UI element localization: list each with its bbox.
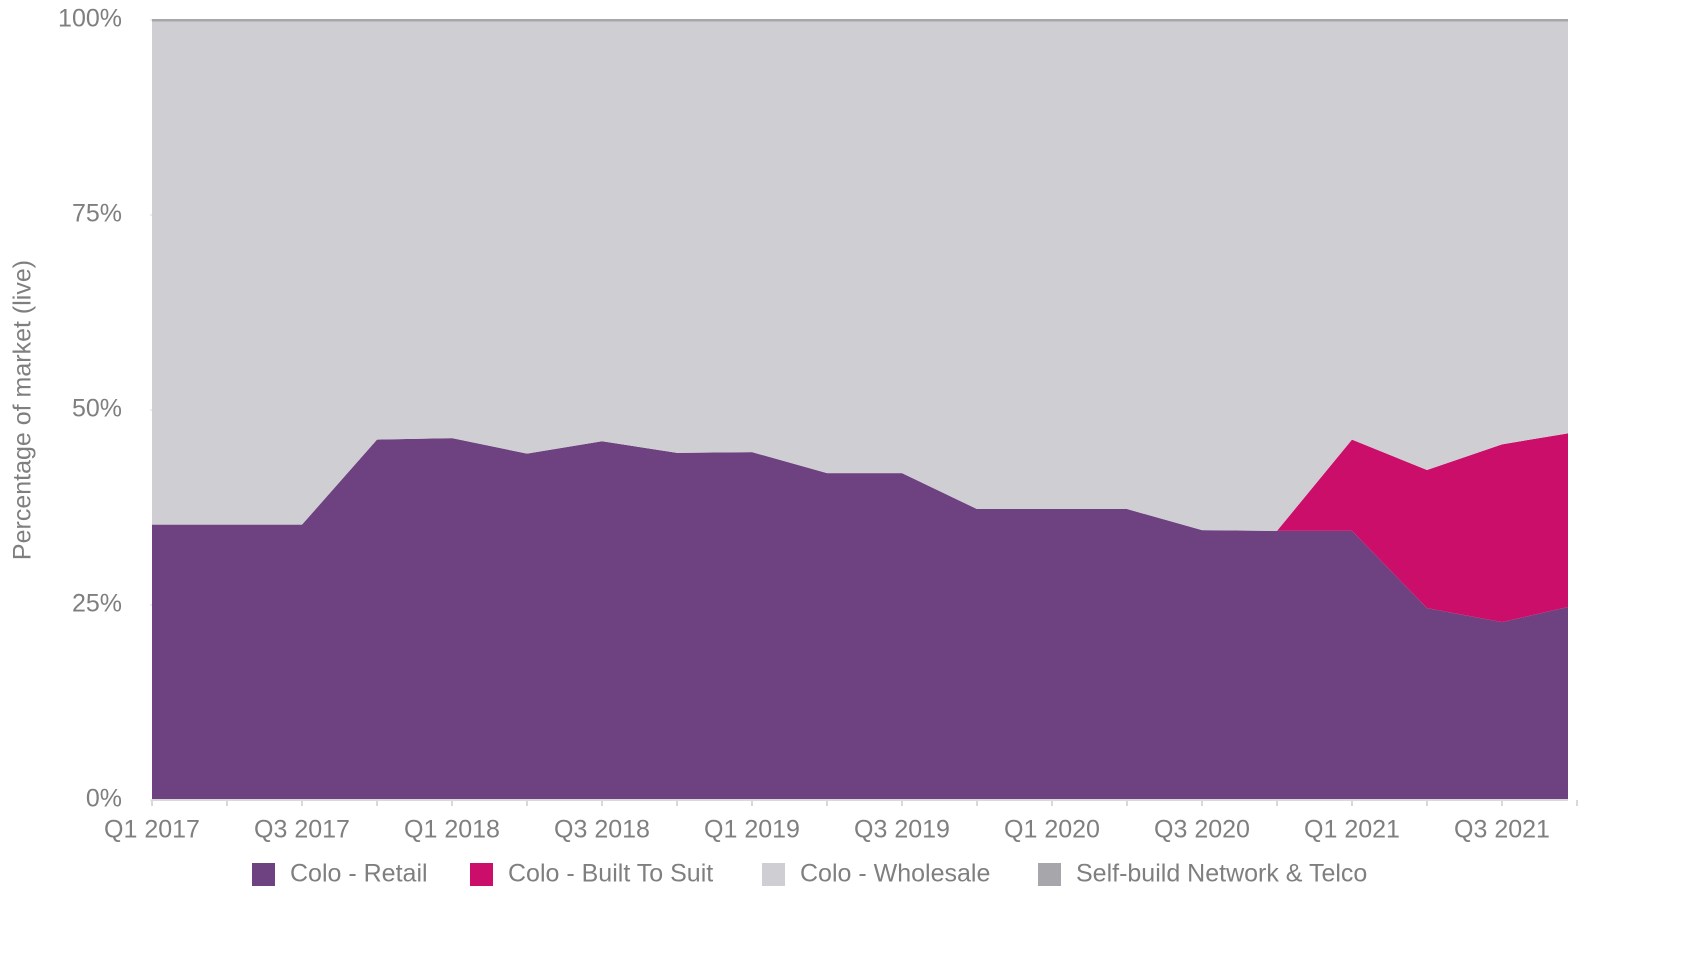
x-tick-label: Q1 2017 (104, 816, 200, 844)
x-tick-label: Q3 2019 (854, 816, 950, 844)
x-tick-label: Q3 2020 (1154, 816, 1250, 844)
y-tick-label: 75% (72, 200, 122, 228)
y-tick-label: 0% (86, 785, 122, 813)
area (152, 438, 1568, 800)
x-tick-label: Q1 2021 (1304, 816, 1400, 844)
y-axis-label: Percentage of market (live) (9, 260, 37, 560)
legend-swatch (1038, 863, 1061, 886)
legend-label: Colo - Built To Suit (508, 860, 713, 888)
legend-label: Self-build Network & Telco (1076, 860, 1367, 888)
plot-area (152, 20, 1568, 800)
x-tick-label: Q3 2017 (254, 816, 350, 844)
x-tick-label: Q1 2018 (404, 816, 500, 844)
legend-label: Colo - Retail (290, 860, 428, 888)
legend-swatch (762, 863, 785, 886)
legend-swatch (470, 863, 493, 886)
area (152, 21, 1568, 531)
x-tick-label: Q1 2020 (1004, 816, 1100, 844)
area (152, 433, 1568, 623)
y-tick-label: 50% (72, 395, 122, 423)
x-tick-label: Q1 2019 (704, 816, 800, 844)
x-tick-label: Q3 2018 (554, 816, 650, 844)
x-tick-label: Q3 2021 (1454, 816, 1550, 844)
legend-swatch (252, 863, 275, 886)
y-tick-label: 100% (58, 5, 122, 33)
legend-label: Colo - Wholesale (800, 860, 990, 888)
y-tick-label: 25% (72, 590, 122, 618)
